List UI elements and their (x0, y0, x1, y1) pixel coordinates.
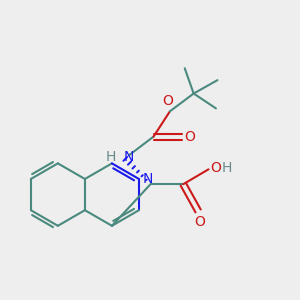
Text: H: H (105, 150, 116, 164)
Text: O: O (162, 94, 173, 108)
Text: N: N (142, 172, 153, 186)
Text: O: O (194, 215, 205, 230)
Text: O: O (184, 130, 195, 144)
Text: H: H (222, 161, 232, 175)
Text: O: O (210, 161, 221, 175)
Text: N: N (124, 150, 134, 164)
